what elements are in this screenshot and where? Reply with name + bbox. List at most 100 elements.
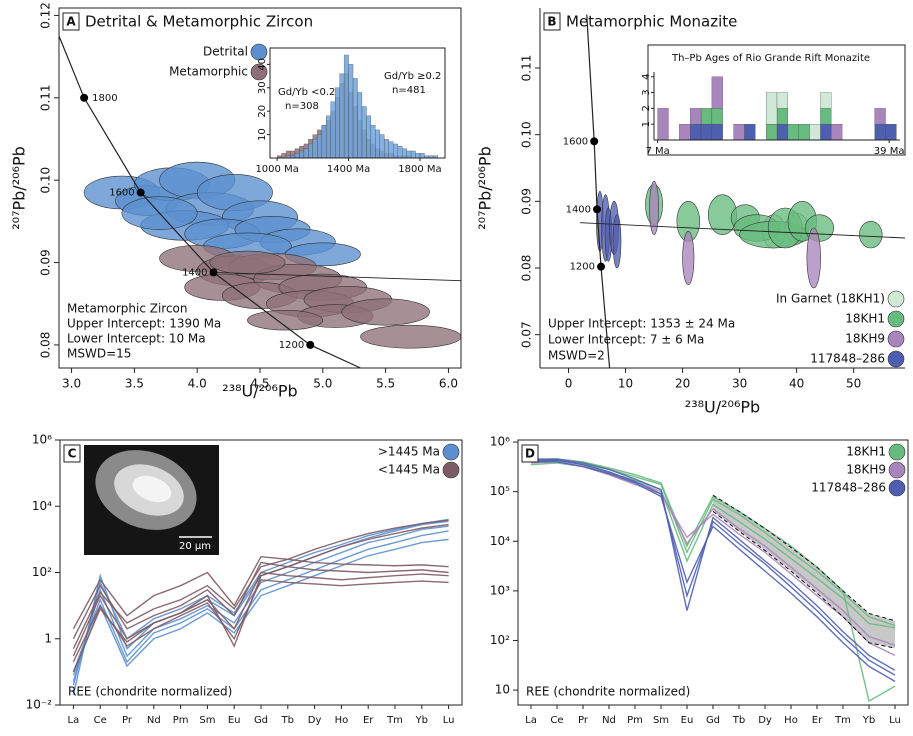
x-tick-label: Dy [308,715,322,726]
x-tick-label: Yb [862,715,875,726]
age-marker-label: 1600 [563,136,588,147]
y-tick-label: 0.11 [39,84,53,111]
histogram-bar [711,124,723,141]
histogram-bar [410,150,416,159]
annotation: Upper Intercept: 1390 Ma [67,317,221,331]
histogram-bar [733,124,745,141]
inset-x-tick-label: 7 Ma [645,146,669,157]
legend-swatch [887,330,905,348]
histogram-bar [330,101,336,159]
y-tick-label: 0.11 [520,55,534,82]
annotation: Lower Intercept: 7 ± 6 Ma [548,333,704,347]
x-tick-label: 40 [789,377,804,391]
x-tick-label: Er [363,715,374,726]
y-tick-label: 0.09 [520,188,534,215]
y-tick-label: 10² [32,565,52,579]
y-tick-label: 0.09 [39,249,53,276]
y-tick-label: 0.12 [39,2,53,29]
histogram-bar [361,106,367,159]
panel-label: B [547,15,556,29]
histogram-bar [657,108,669,141]
ree-line [72,530,449,673]
envelope-edge [712,494,896,622]
histogram-bar [874,108,886,125]
inset-y-tick-label: 20 [257,105,268,118]
error-ellipse [612,214,622,269]
panel-label-box [543,12,561,31]
histogram-bar [765,92,778,125]
annotation: Lower Intercept: 10 Ma [67,332,206,346]
inset-title: Th–Pb Ages of Rio Grande Rift Monazite [671,53,870,64]
inset-y-tick-label: 30 [257,81,268,94]
legend-label: 117848–286 [811,481,886,495]
histogram-bar [798,124,810,141]
x-tick-label: 10 [618,377,633,391]
histogram-bar [281,153,287,159]
age-marker-label: 1600 [109,188,134,199]
histogram-bar [776,124,789,141]
envelope-fill [713,495,895,649]
histogram-bar [321,125,327,159]
y-tick-label: 10⁴ [490,534,510,548]
histogram-bar [397,146,403,159]
histogram-bar [406,150,412,159]
envelope-edge [712,510,896,649]
legend-label: Metamorphic [169,65,248,79]
x-tick-label: Pm [173,715,189,726]
ree-line [530,460,896,627]
histogram-bar [384,139,389,159]
ree-line [530,458,896,703]
inset-annotation: n=481 [392,85,426,96]
x-tick-label: Pr [122,715,133,726]
x-tick-label: 3.5 [125,377,144,391]
inset-x-tick-label: 1400 Ma [327,164,370,175]
histogram-bar [335,87,340,159]
x-tick-label: 5.0 [313,377,332,391]
histogram-bar [348,64,354,159]
y-tick-label: 10 [495,683,510,697]
histogram-bar [326,115,331,159]
inset-y-tick-label: 10 [257,128,268,141]
x-tick-label: Pm [627,715,643,726]
histogram-bar [831,124,843,141]
age-marker [80,93,89,102]
panel-label-box [62,12,80,31]
annotation: REE (chondrite normalized) [68,685,232,699]
histogram-bar [401,148,407,159]
legend-label: 18KH9 [845,332,885,346]
legend-label: Detrital [203,45,248,59]
x-tick-label: Eu [228,715,241,726]
panel-label-box [63,444,81,463]
histogram-bar [299,150,305,159]
age-marker-label: 1200 [279,340,304,351]
inset-annotation: Gd/Yb <0.2 [278,87,335,98]
ree-line [530,459,896,676]
panel-title: Detrital & Metamorphic Zircon [85,13,313,31]
age-marker [597,262,606,271]
legend-swatch [887,290,905,308]
histogram-bar [308,143,314,159]
x-tick-label: Gd [706,715,720,726]
x-tick-label: 20 [675,377,690,391]
legend-label: 18KH1 [845,312,885,326]
y-tick-label: 0.10 [520,121,534,148]
histogram-bar [352,78,358,159]
histogram-bar [700,108,713,125]
x-tick-label: Tb [732,715,745,726]
y-tick-label: 10³ [490,583,510,597]
x-tick-label: Pr [578,715,589,726]
x-tick-label: 3.0 [62,377,81,391]
cl-image: 20 µm [84,445,219,555]
age-marker-label: 1400 [182,267,207,278]
histogram-bar [874,124,886,141]
error-ellipse [806,227,821,289]
age-marker [209,268,218,277]
histogram-bar [339,73,345,159]
histogram-bar [711,76,723,109]
legend-swatch [442,461,460,479]
x-tick-label: Tm [834,715,851,726]
annotation: REE (chondrite normalized) [526,685,690,699]
histogram-bar [820,124,832,141]
histogram-bar [379,134,385,159]
histogram-bar [294,153,300,159]
